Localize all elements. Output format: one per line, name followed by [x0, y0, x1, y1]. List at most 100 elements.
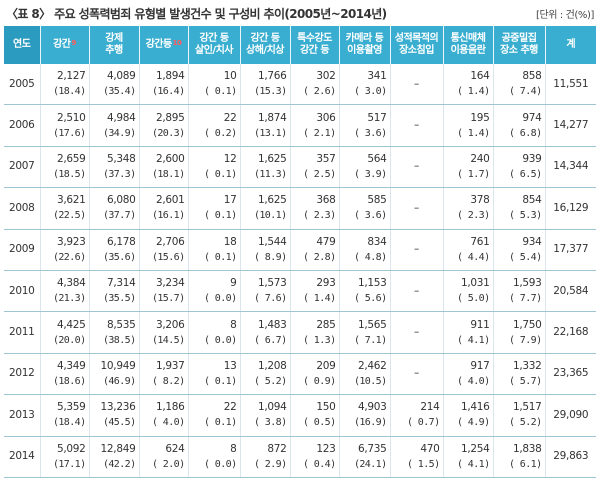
column-header-year: 연도: [4, 26, 41, 64]
count-value: 974: [522, 111, 542, 124]
data-cell: –: [390, 104, 444, 147]
percent-value: ( 6.5): [508, 168, 542, 180]
year-cell: 2005: [4, 64, 41, 106]
data-cell: 1,153 ( 5.6): [339, 270, 391, 313]
count-value: 6,080: [106, 194, 136, 207]
data-cell: 3,234 (15.7): [139, 270, 189, 313]
data-cell: 1,332 ( 5.7): [493, 353, 546, 396]
data-cell: 17 ( 0.1): [188, 187, 241, 230]
data-cell: 2,600 (18.1): [139, 146, 189, 189]
percent-value: ( 6.1): [508, 458, 542, 470]
percent-value: ( 0.5): [302, 417, 336, 429]
count-value: 5,348: [106, 152, 136, 165]
empty-value: –: [414, 367, 419, 380]
percent-value: (35.5): [102, 293, 136, 305]
percent-value: ( 1.4): [302, 293, 336, 305]
count-value: 1,416: [460, 401, 490, 414]
percent-value: ( 0.1): [203, 86, 237, 98]
data-cell: 1,565 ( 7.1): [339, 311, 391, 354]
percent-value: (18.5): [52, 168, 86, 180]
data-cell: 4,425 (20.0): [40, 311, 90, 354]
data-cell: 6,735 (24.1): [339, 436, 391, 478]
percent-value: (11.3): [253, 168, 287, 180]
count-value: 341: [367, 70, 387, 83]
data-cell: 858 ( 7.4): [493, 64, 546, 106]
header-label: 카메라 등: [345, 33, 384, 44]
data-cell: 479 ( 2.8): [290, 229, 340, 271]
count-value: 1,517: [512, 401, 542, 414]
data-cell: –: [390, 270, 444, 313]
percent-value: ( 3.8): [253, 417, 287, 429]
column-header: 강간9: [40, 26, 90, 64]
percent-value: ( 5.3): [508, 210, 542, 222]
column-header: 강간 등 상해/치상: [240, 26, 291, 64]
percent-value: ( 4.8): [353, 251, 387, 263]
data-cell: 306 ( 2.1): [290, 104, 340, 147]
data-cell: 5,092 (17.1): [40, 436, 90, 478]
data-cell: 1,766 (15.3): [240, 64, 291, 106]
count-value: 1,838: [512, 442, 542, 455]
percent-value: (18.4): [52, 417, 86, 429]
percent-value: ( 6.8): [508, 127, 542, 139]
count-value: 4,984: [106, 111, 136, 124]
count-value: 1,332: [512, 359, 542, 372]
header-label: 이용촬영: [347, 45, 382, 56]
count-value: 5,359: [56, 401, 86, 414]
count-value: 293: [316, 277, 336, 290]
percent-value: (16.4): [151, 86, 185, 98]
data-cell: 5,348 (37.3): [89, 146, 140, 189]
count-value: 564: [367, 152, 387, 165]
data-cell: –: [390, 229, 444, 271]
data-cell: 1,186 ( 4.0): [139, 394, 189, 437]
total-cell: 29,863: [545, 436, 596, 478]
empty-value: –: [414, 119, 419, 132]
percent-value: (15.6): [151, 251, 185, 263]
percent-value: (16.1): [151, 210, 185, 222]
header-label: 이용음란: [450, 45, 486, 56]
data-cell: 1,573 ( 7.6): [240, 270, 291, 313]
year-cell: 2008: [4, 187, 41, 230]
count-value: 9: [230, 277, 237, 290]
data-cell: 911 ( 4.1): [443, 311, 494, 354]
total-cell: 29,090: [545, 394, 596, 437]
header-label: 통신매체: [450, 33, 486, 44]
percent-value: ( 0.0): [203, 293, 237, 305]
data-cell: 1,625 (10.1): [240, 187, 291, 230]
year-cell: 2013: [4, 394, 41, 437]
count-value: 6,735: [357, 442, 387, 455]
percent-value: ( 2.6): [302, 86, 336, 98]
count-value: 1,483: [257, 318, 287, 331]
data-cell: 3,923 (22.6): [40, 229, 90, 271]
table-row: 2006 2,510 (17.6) 4,984 (34.9) 2,895 (20.3) 22 (…: [4, 104, 596, 147]
year-cell: 2011: [4, 311, 41, 354]
data-cell: 240 ( 1.7): [443, 146, 494, 189]
count-value: 2,706: [155, 235, 185, 248]
percent-value: ( 1.3): [302, 334, 336, 346]
empty-value: –: [414, 77, 419, 90]
data-cell: 285 ( 1.3): [290, 311, 340, 354]
data-cell: 12 ( 0.1): [188, 146, 241, 189]
total-cell: 14,277: [545, 104, 596, 147]
data-cell: 378 ( 2.3): [443, 187, 494, 230]
count-value: 13: [223, 359, 237, 372]
count-value: 1,894: [155, 70, 185, 83]
header-label: 강간 등: [199, 33, 229, 44]
percent-value: ( 7.7): [508, 293, 542, 305]
table-row: 2012 4,349 (18.6) 10,949 (46.9) 1,937( 8.2) 13…: [4, 353, 596, 396]
percent-value: ( 0.1): [203, 417, 237, 429]
percent-value: ( 0.1): [203, 251, 237, 263]
column-header: 강간 등 살인/치사: [188, 26, 241, 64]
crime-statistics-table: 연도 강간9 강제 추행 강간등10 강간 등 살인/치사 강간 등 상해/치상 특수강도 강간 등…: [4, 26, 596, 478]
data-cell: 3,206 (14.5): [139, 311, 189, 354]
count-value: 1,625: [257, 152, 287, 165]
percent-value: ( 1.4): [456, 86, 490, 98]
data-cell: 1,208 ( 5.2): [240, 353, 291, 396]
data-cell: 564 ( 3.9): [339, 146, 391, 189]
percent-value: ( 0.1): [203, 375, 237, 387]
percent-value: ( 0.1): [203, 210, 237, 222]
data-cell: –: [390, 64, 444, 106]
table-row: 2011 4,425 (20.0) 8,535 (38.5) 3,206 (14.5) 8 ( …: [4, 311, 596, 354]
percent-value: (37.7): [102, 210, 136, 222]
data-cell: 1,031 ( 5.0): [443, 270, 494, 313]
percent-value: ( 4.4): [456, 251, 490, 263]
